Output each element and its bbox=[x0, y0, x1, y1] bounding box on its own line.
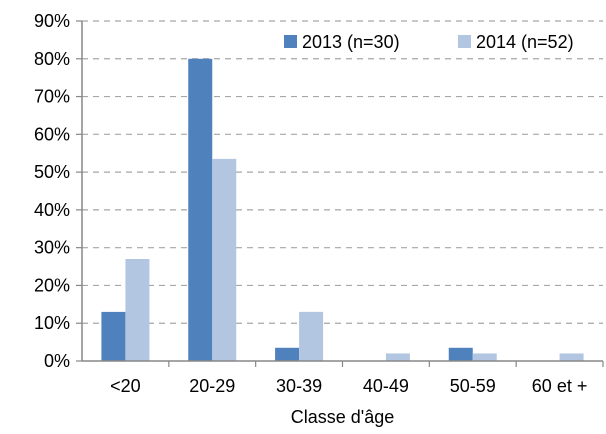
x-tick-label: 30-39 bbox=[276, 376, 322, 396]
bar-2014 bbox=[125, 259, 150, 361]
bar-2013 bbox=[101, 311, 126, 361]
bar-2014 bbox=[559, 353, 584, 361]
bar-2014 bbox=[472, 353, 497, 361]
y-tick-label: 50% bbox=[34, 162, 70, 182]
legend-label: 2014 (n=52) bbox=[476, 32, 574, 52]
x-tick-label: 40-49 bbox=[363, 376, 409, 396]
y-tick-label: 20% bbox=[34, 275, 70, 295]
legend: 2013 (n=30) 2014 (n=52) bbox=[284, 32, 574, 52]
legend-label: 2013 (n=30) bbox=[302, 32, 400, 52]
bar-2014 bbox=[299, 311, 324, 361]
y-tick-labels: 0% 10% 20% 30% 40% 50% 60% 70% 80% 90% bbox=[34, 11, 70, 371]
bar-2014 bbox=[212, 158, 237, 361]
y-tick-label: 60% bbox=[34, 124, 70, 144]
bars bbox=[101, 58, 584, 362]
y-tick-label: 70% bbox=[34, 87, 70, 107]
x-axis-title: Classe d'âge bbox=[291, 407, 395, 427]
gridlines bbox=[76, 20, 603, 362]
y-tick-label: 40% bbox=[34, 200, 70, 220]
x-tick-label: 20-29 bbox=[189, 376, 235, 396]
y-tick-label: 30% bbox=[34, 238, 70, 258]
axes bbox=[81, 21, 603, 362]
y-tick-label: 10% bbox=[34, 313, 70, 333]
x-tick-labels: <20 20-29 30-39 40-49 50-59 60 et + bbox=[110, 361, 604, 396]
bar-2013 bbox=[275, 347, 300, 361]
y-tick-label: 0% bbox=[44, 351, 70, 371]
x-tick-label: <20 bbox=[110, 376, 141, 396]
x-tick-label: 50-59 bbox=[450, 376, 496, 396]
bar-2013 bbox=[188, 58, 213, 362]
legend-swatch bbox=[284, 35, 297, 48]
x-tick-label: 60 et + bbox=[532, 376, 588, 396]
bar-2013 bbox=[448, 347, 473, 361]
y-tick-label: 80% bbox=[34, 49, 70, 69]
bar-2014 bbox=[385, 353, 410, 361]
legend-swatch bbox=[458, 35, 471, 48]
y-tick-label: 90% bbox=[34, 11, 70, 31]
